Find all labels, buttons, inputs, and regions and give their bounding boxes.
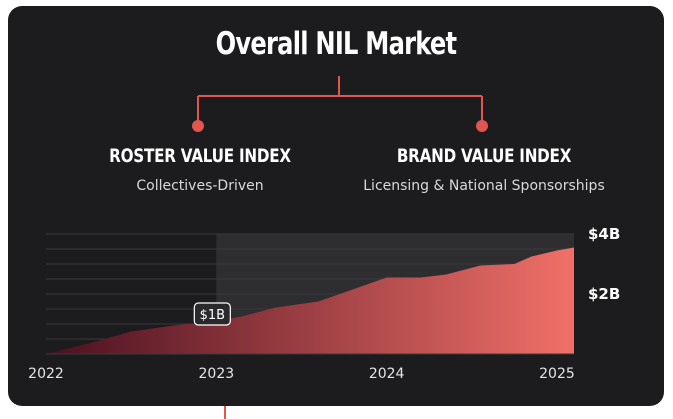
y-tick-label: $4B <box>588 225 620 243</box>
value-callout: $1B <box>193 302 231 326</box>
chart-title: Overall NIL Market <box>215 26 457 62</box>
y-tick-label: $2B <box>588 285 620 303</box>
roster-value-heading: ROSTER VALUE INDEX <box>109 145 291 167</box>
y-tick-labels: $4B $2B <box>588 225 620 303</box>
x-tick-label: 2022 <box>28 366 64 382</box>
x-tick-label: 2024 <box>369 366 405 382</box>
bottom-connector <box>224 406 226 419</box>
x-tick-labels: 2022 2023 2024 2025 <box>28 366 575 382</box>
x-tick-label: 2025 <box>539 366 575 382</box>
branch-left-dot <box>192 120 204 132</box>
brand-value-heading: BRAND VALUE INDEX <box>396 145 572 167</box>
value-callout-box <box>193 302 231 326</box>
area-chart: 2022 2023 2024 2025 $4B $2B $1B <box>28 225 620 382</box>
x-tick-label: 2023 <box>199 366 235 382</box>
roster-value-subheading: Collectives-Driven <box>136 178 264 194</box>
branch-connector <box>192 76 488 132</box>
area-series <box>46 247 574 354</box>
annotations: $1B <box>193 302 231 326</box>
chart-card: Overall NIL Market ROSTER VALUE INDEX Co… <box>8 6 664 406</box>
brand-value-subheading: Licensing & National Sponsorships <box>363 178 605 194</box>
branch-right-dot <box>476 120 488 132</box>
value-callout-label: $1B <box>200 308 225 323</box>
